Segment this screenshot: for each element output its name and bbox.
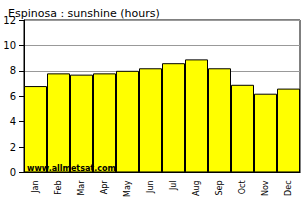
svg-text:6: 6 <box>10 91 16 102</box>
svg-text:Jul: Jul <box>169 180 178 191</box>
svg-text:0: 0 <box>10 167 16 178</box>
svg-text:12: 12 <box>3 14 16 26</box>
svg-text:2: 2 <box>10 142 16 153</box>
svg-text:Feb: Feb <box>54 180 63 194</box>
svg-text:Oct: Oct <box>238 180 247 194</box>
svg-text:8: 8 <box>10 65 16 76</box>
svg-text:Apr: Apr <box>100 180 109 195</box>
svg-text:Dec: Dec <box>284 180 293 195</box>
svg-text:4: 4 <box>10 116 16 127</box>
svg-text:Espinosa : sunshine (hours): Espinosa : sunshine (hours) <box>8 7 160 20</box>
svg-text:Mar: Mar <box>77 180 86 196</box>
svg-text:10: 10 <box>3 40 16 51</box>
svg-text:Aug: Aug <box>192 180 201 196</box>
svg-text:Nov: Nov <box>261 180 270 196</box>
svg-text:Jan: Jan <box>31 180 40 193</box>
svg-text:May: May <box>123 180 132 197</box>
svg-text:Sep: Sep <box>215 180 224 195</box>
svg-text:www.allmetsat.com: www.allmetsat.com <box>27 164 116 173</box>
svg-text:Jun: Jun <box>146 180 155 194</box>
